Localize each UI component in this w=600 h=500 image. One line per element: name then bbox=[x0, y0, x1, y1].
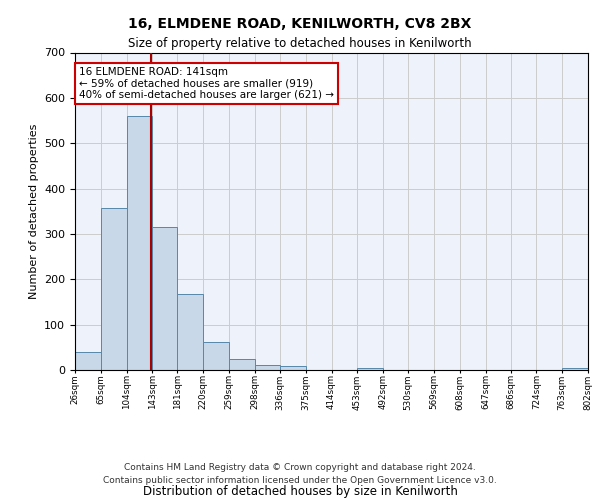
Bar bbox=[127, 116, 152, 370]
Bar bbox=[152, 227, 178, 370]
Bar bbox=[229, 359, 255, 370]
Text: 16 ELMDENE ROAD: 141sqm
← 59% of detached houses are smaller (919)
40% of semi-d: 16 ELMDENE ROAD: 141sqm ← 59% of detache… bbox=[79, 67, 334, 100]
Bar bbox=[75, 352, 101, 370]
Bar bbox=[357, 368, 383, 370]
Bar bbox=[178, 294, 203, 370]
Text: 16, ELMDENE ROAD, KENILWORTH, CV8 2BX: 16, ELMDENE ROAD, KENILWORTH, CV8 2BX bbox=[128, 18, 472, 32]
Text: Contains public sector information licensed under the Open Government Licence v3: Contains public sector information licen… bbox=[103, 476, 497, 485]
Bar bbox=[280, 366, 306, 370]
Bar bbox=[101, 208, 127, 370]
Bar bbox=[203, 342, 229, 370]
Text: Contains HM Land Registry data © Crown copyright and database right 2024.: Contains HM Land Registry data © Crown c… bbox=[124, 464, 476, 472]
Bar bbox=[562, 368, 588, 370]
Text: Distribution of detached houses by size in Kenilworth: Distribution of detached houses by size … bbox=[143, 484, 457, 498]
Text: Size of property relative to detached houses in Kenilworth: Size of property relative to detached ho… bbox=[128, 38, 472, 51]
Bar bbox=[255, 365, 280, 370]
Y-axis label: Number of detached properties: Number of detached properties bbox=[29, 124, 38, 299]
